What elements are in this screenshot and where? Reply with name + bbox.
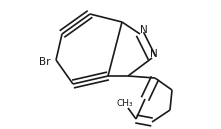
Text: Br: Br xyxy=(38,57,50,67)
Text: CH₃: CH₃ xyxy=(117,99,133,108)
Text: N: N xyxy=(140,25,148,35)
Text: N: N xyxy=(150,49,158,59)
